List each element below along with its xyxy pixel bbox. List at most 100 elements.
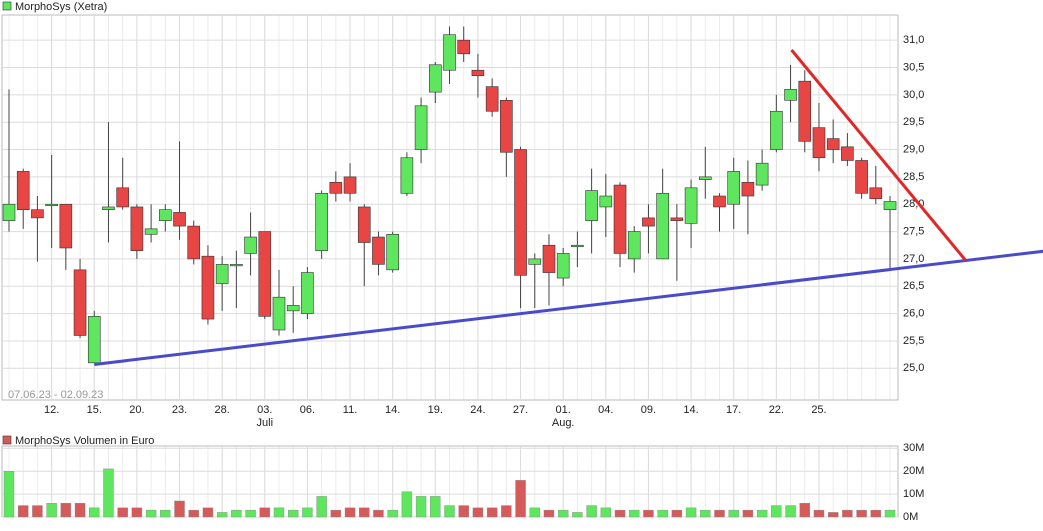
x-tick-label: 22. [769, 404, 784, 416]
candle-body [215, 264, 229, 284]
candle-body [2, 203, 16, 221]
volume-bar [131, 507, 143, 518]
candle-body [286, 305, 300, 312]
candle-body [684, 187, 698, 224]
volume-bar [444, 505, 455, 518]
trendline [94, 249, 1043, 366]
volume-bar [259, 507, 270, 518]
candle-body [784, 89, 797, 101]
volume-bar [657, 509, 668, 518]
candle-body [855, 160, 868, 194]
candle-body [201, 255, 215, 320]
volume-bar [344, 507, 356, 518]
y-tick-label: 30,0 [903, 89, 924, 101]
volume-bar [60, 503, 72, 518]
candle-body [642, 217, 655, 227]
x-tick-label: 12. [44, 404, 59, 416]
x-tick-label: 15. [87, 404, 102, 416]
volume-bar [3, 470, 15, 518]
x-tick-label: 01. [556, 404, 571, 416]
volume-bar [316, 496, 327, 518]
volume-bar [813, 509, 825, 518]
volume-bar [18, 505, 29, 518]
month-label: Aug. [552, 417, 575, 429]
candle-body [301, 272, 314, 314]
candle-body [16, 171, 30, 210]
candle-body [542, 244, 556, 273]
candle-body [244, 236, 257, 254]
volume-bar [486, 507, 498, 518]
y-tick-label: 29,5 [903, 116, 924, 128]
volume-bar [842, 509, 853, 518]
x-tick-label: 17. [726, 404, 741, 416]
volume-bar [103, 468, 114, 518]
volume-bar [302, 507, 313, 518]
volume-bar [74, 503, 86, 518]
volume-bar [742, 509, 754, 518]
volume-bar [728, 509, 739, 518]
volume-bar [373, 509, 384, 518]
candle-body [443, 34, 456, 71]
candle-body [770, 110, 783, 150]
volume-bar [870, 509, 882, 518]
candle-body [457, 39, 471, 55]
volume-bar [671, 509, 683, 518]
volume-bar [799, 503, 810, 518]
volume-bar [160, 509, 171, 518]
candle-body [414, 105, 428, 150]
legend-swatch [2, 435, 12, 445]
candle-body [613, 184, 627, 254]
volume-bar [756, 509, 768, 518]
volume-bar [415, 496, 427, 518]
volume-bar [827, 512, 839, 518]
volume-bar [330, 509, 342, 518]
candle-body [372, 236, 385, 265]
x-tick-label: 03. [257, 404, 272, 416]
candle-body [755, 162, 769, 186]
candle-body [528, 258, 542, 265]
candle-body [59, 203, 73, 249]
candle-body [315, 192, 328, 252]
candle-body [571, 244, 584, 248]
candle-body [386, 233, 399, 271]
x-tick-label: 24. [470, 404, 485, 416]
candle-body [428, 64, 442, 93]
candle-body [272, 296, 286, 331]
candle-body [173, 212, 186, 227]
legend-label: MorphoSys Volumen in Euro [15, 435, 154, 447]
volume-panel: 0M 10M 20M 30M [1, 442, 924, 523]
volume-bar [387, 509, 398, 518]
y-tick-label: 30,5 [903, 61, 924, 73]
volume-bar [188, 509, 199, 518]
y-tick-label: 27,0 [903, 253, 924, 265]
candle-body [116, 187, 129, 208]
y-tick-label: 28,0 [903, 198, 924, 210]
volume-bar [288, 509, 299, 518]
volume-bar [884, 509, 896, 518]
candle-body [741, 182, 755, 197]
candle-body [599, 195, 613, 208]
candle-body [585, 190, 598, 221]
volume-bar [771, 505, 782, 518]
candle-body [514, 149, 527, 276]
candle-body [869, 187, 883, 200]
volume-bar [359, 507, 370, 518]
volume-bar [529, 507, 540, 518]
volume-bar [501, 505, 512, 518]
volume-bar [117, 507, 128, 518]
y-tick-label: 0M [903, 511, 918, 523]
volume-bar [202, 507, 214, 518]
x-tick-label: 28. [215, 404, 230, 416]
x-tick-label: 09. [641, 404, 656, 416]
volume-bar [46, 503, 57, 518]
trendline [790, 49, 967, 261]
price-panel: 25,0 25,5 26,0 26,5 27,0 27,5 28,0 28,5 29,0 29,5… [1, 14, 1043, 429]
volume-bar [785, 505, 796, 518]
candle-body [230, 264, 243, 267]
volume-bar [643, 509, 654, 518]
candle-body [343, 176, 357, 194]
candle-body [656, 192, 669, 260]
x-tick-label: 19. [428, 404, 443, 416]
volume-bar [572, 512, 583, 518]
volume-bar [430, 496, 441, 518]
